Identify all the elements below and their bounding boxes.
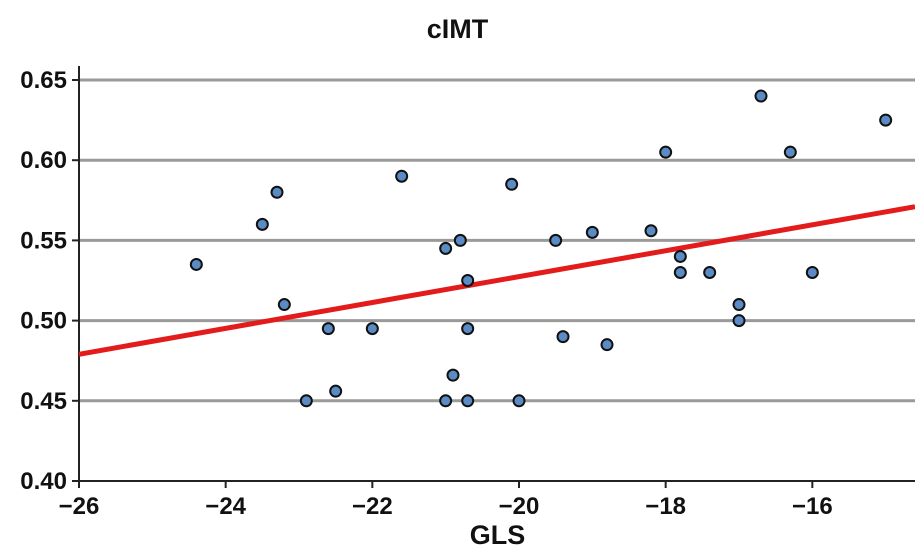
x-tick-label: −26: [59, 493, 100, 520]
grid-lines: [79, 78, 915, 403]
y-tick-label: 0.65: [20, 67, 67, 94]
data-point: [659, 145, 673, 159]
data-point: [783, 145, 797, 159]
data-point: [461, 394, 475, 408]
data-point: [439, 241, 453, 255]
data-point: [365, 322, 379, 336]
data-point: [600, 338, 614, 352]
data-point: [453, 233, 467, 247]
data-point: [556, 330, 570, 344]
y-tick-label: 0.60: [20, 147, 67, 174]
y-tick-label: 0.45: [20, 388, 67, 415]
data-point: [270, 185, 284, 199]
data-point: [395, 169, 409, 183]
y-tick-labels: 0.40 0.45 0.50 0.55 0.60 0.65: [20, 67, 67, 495]
x-axis-label: GLS: [469, 520, 526, 550]
data-point: [805, 265, 819, 279]
data-point: [439, 394, 453, 408]
x-tick-label: −16: [792, 493, 833, 520]
data-point: [732, 314, 746, 328]
data-point: [461, 322, 475, 336]
data-point: [549, 233, 563, 247]
data-point: [732, 298, 746, 312]
data-point: [189, 257, 203, 271]
data-point: [329, 384, 343, 398]
y-tick-label: 0.40: [20, 468, 67, 495]
trendline: [78, 204, 915, 357]
data-point: [505, 177, 519, 191]
data-point: [754, 89, 768, 103]
data-point: [461, 274, 475, 287]
data-point: [446, 368, 460, 382]
data-point: [644, 224, 658, 238]
x-tick-labels: −26 −24 −22 −20 −18 −16: [59, 493, 833, 520]
data-point: [879, 113, 893, 127]
x-tick-label: −24: [205, 493, 246, 520]
data-point: [299, 394, 313, 408]
data-point: [277, 298, 291, 312]
y-tick-label: 0.50: [20, 308, 67, 335]
data-point: [673, 265, 687, 279]
data-point: [512, 394, 526, 408]
x-tick-label: −20: [499, 493, 540, 520]
data-points: [189, 89, 893, 408]
axes: [72, 66, 915, 488]
x-tick-label: −18: [645, 493, 686, 520]
data-point: [673, 249, 687, 263]
chart-title: cIMT: [426, 14, 489, 44]
y-tick-label: 0.55: [20, 227, 67, 254]
x-tick-label: −22: [352, 493, 393, 520]
data-point: [585, 225, 599, 239]
data-point: [255, 217, 269, 231]
data-point: [703, 265, 717, 279]
trendline-layer: [78, 204, 915, 357]
data-point: [321, 322, 335, 336]
